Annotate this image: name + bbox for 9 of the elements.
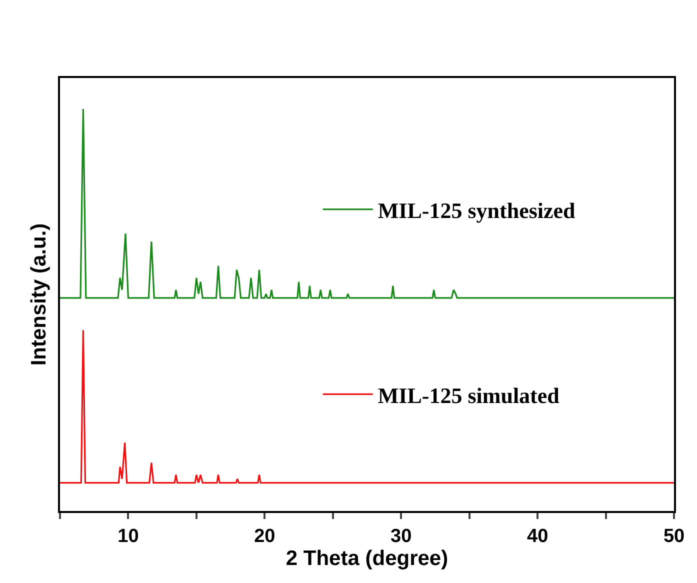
y-axis-title: Intensity (a.u.) [28,223,51,366]
x-tick-label: 50 [663,526,685,547]
x-axis-title: 2 Theta (degree) [286,546,448,570]
legend-label: MIL-125 synthesized [378,198,576,223]
legend-label: MIL-125 simulated [378,382,560,408]
x-tick-label: 10 [118,526,139,547]
x-tick-label: 40 [526,526,548,547]
x-tick-label: 20 [254,526,276,547]
x-tick-label: 30 [390,526,412,547]
